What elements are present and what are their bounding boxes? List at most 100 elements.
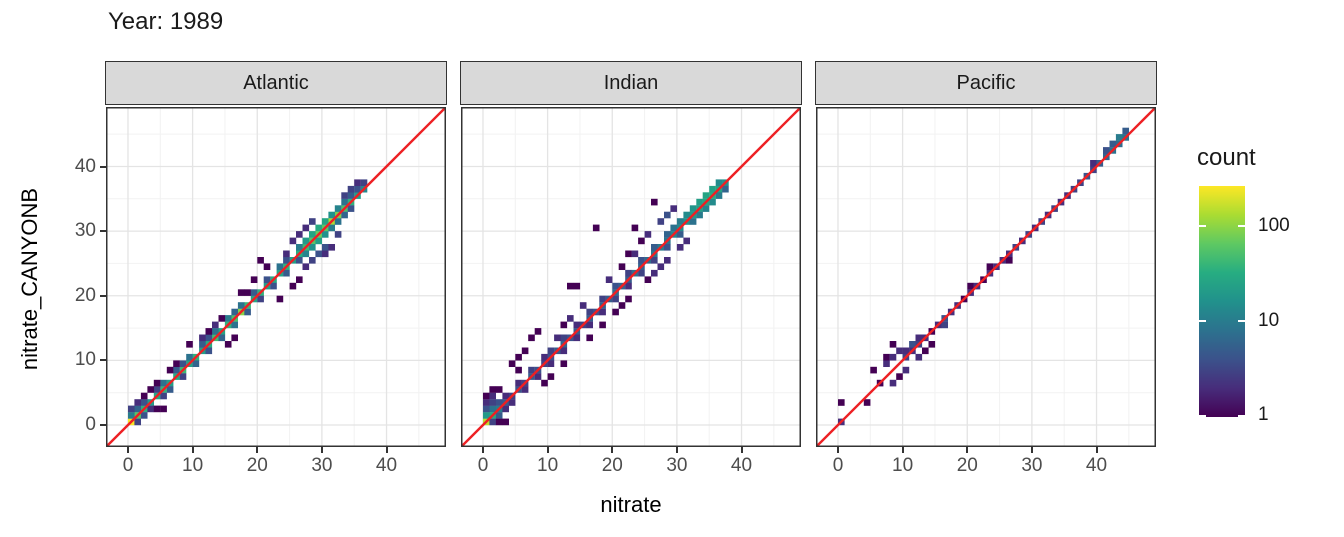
x-tick-label: 10 <box>182 455 204 476</box>
bin-rect <box>205 347 213 355</box>
bin-rect <box>502 405 510 413</box>
x-tick-label: 20 <box>956 455 978 476</box>
x-tick-label: 30 <box>666 455 688 476</box>
bin-rect <box>547 360 555 368</box>
bin-rect <box>534 328 542 335</box>
bin-rect <box>941 321 949 329</box>
bin-rect <box>341 192 348 199</box>
bin-rect <box>354 179 361 187</box>
bin-rect <box>321 250 329 258</box>
x-tick-mark <box>320 447 323 453</box>
bin-rect <box>528 366 535 374</box>
bin-rect <box>702 192 710 199</box>
bin-rect <box>896 347 903 355</box>
bin-rect <box>664 211 671 219</box>
bin-rect <box>709 185 716 193</box>
legend-tick-mark <box>1238 224 1245 227</box>
bin-rect <box>625 282 632 290</box>
bin-rect <box>541 353 548 361</box>
bin-rect <box>237 302 245 309</box>
bin-rect <box>909 341 916 348</box>
bin-rect <box>515 366 522 374</box>
bin-rect <box>657 263 665 271</box>
bin-rect <box>231 334 239 342</box>
bin-rect <box>212 321 219 329</box>
bin-rect <box>638 269 645 277</box>
y-tick-label: 30 <box>74 220 96 242</box>
bin-rect <box>147 405 155 413</box>
bin-rect <box>696 198 703 206</box>
bin-rect <box>224 341 232 348</box>
bin-rect <box>644 276 652 284</box>
bin-rect <box>870 366 877 374</box>
bin-rect <box>528 334 535 342</box>
bin-rect <box>605 276 613 284</box>
bin-rect <box>508 399 516 406</box>
bin-rect <box>664 231 671 238</box>
bin-rect <box>986 263 994 271</box>
bin-rect <box>289 282 297 290</box>
bin-rect <box>547 373 555 380</box>
bin-rect <box>166 366 174 374</box>
bin-rect <box>599 321 606 329</box>
bin-rect <box>128 405 135 413</box>
y-tick-mark <box>100 230 106 233</box>
bin-rect <box>483 412 490 419</box>
x-tick-mark <box>385 447 388 453</box>
bin-rect <box>579 302 587 309</box>
bin-rect <box>309 218 316 225</box>
bin-rect <box>554 334 561 342</box>
bin-rect <box>296 257 303 264</box>
bin-rect <box>502 418 510 426</box>
bin-rect <box>676 244 684 251</box>
panel-plot-atlantic <box>106 107 446 447</box>
bin-rect <box>896 373 903 380</box>
bin-rect <box>631 250 639 258</box>
legend-tick-mark <box>1238 320 1245 323</box>
bin-rect <box>341 211 348 219</box>
bin-rect <box>341 198 348 206</box>
bin-rect <box>147 386 155 393</box>
bin-rect <box>547 347 555 355</box>
bin-rect <box>508 360 516 368</box>
bin-rect <box>657 218 665 225</box>
bin-rect <box>515 353 522 361</box>
bin-rect <box>218 315 226 322</box>
x-tick-label: 40 <box>375 455 398 476</box>
bin-rect <box>495 386 503 393</box>
x-tick-mark <box>256 447 259 453</box>
bin-rect <box>683 237 691 245</box>
x-tick-label: 10 <box>892 455 914 476</box>
bin-rect <box>212 328 219 335</box>
bin-rect <box>567 282 574 290</box>
bin-rect <box>625 269 632 277</box>
bin-rect <box>483 392 490 400</box>
bin-rect <box>205 334 213 342</box>
bin-rect <box>315 250 323 258</box>
bin-rect <box>664 257 671 264</box>
bin-rect <box>354 185 361 193</box>
bin-rect <box>160 379 167 387</box>
bin-rect <box>928 341 936 348</box>
bin-rect <box>489 399 497 406</box>
bin-rect <box>670 224 678 232</box>
bin-rect <box>205 328 213 335</box>
bin-rect <box>134 405 142 413</box>
bin-rect <box>883 360 890 368</box>
bin-rect <box>889 341 897 348</box>
bin-rect <box>231 308 239 316</box>
bin-rect <box>863 399 871 406</box>
bin-rect <box>302 237 310 245</box>
bin-rect <box>186 341 193 348</box>
bin-rect <box>638 257 645 264</box>
bin-rect <box>696 211 703 219</box>
bin-rect <box>283 250 290 258</box>
bin-rect <box>186 353 193 361</box>
bin-rect <box>289 237 297 245</box>
bin-rect <box>612 282 619 290</box>
legend-tick-label: 1 <box>1258 404 1269 425</box>
bin-rect <box>689 218 697 225</box>
bin-rect <box>309 244 316 251</box>
bin-rect <box>489 386 497 393</box>
bin-rect <box>160 405 167 413</box>
